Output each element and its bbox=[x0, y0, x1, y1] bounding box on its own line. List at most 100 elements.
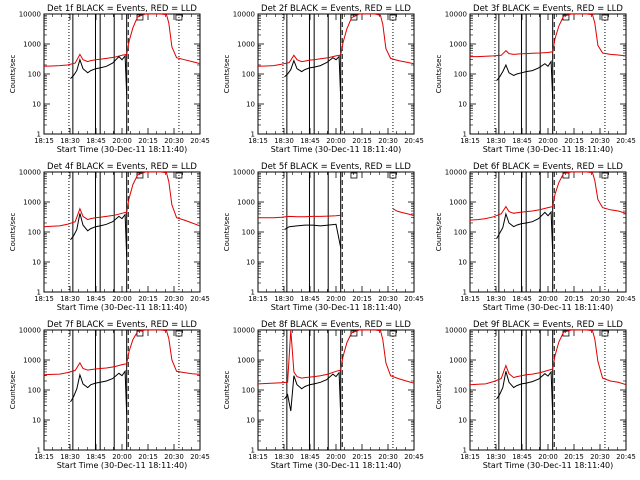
x-tick-label: 18:45 bbox=[512, 295, 532, 303]
x-tick-label: 18:15 bbox=[34, 295, 54, 303]
lld-series-line bbox=[470, 330, 626, 386]
y-tick-label: 10 bbox=[458, 417, 467, 425]
x-tick-label: 20:45 bbox=[190, 137, 210, 145]
x-tick-label: 20:00 bbox=[538, 137, 558, 145]
y-tick-label: 1 bbox=[463, 289, 467, 297]
attenuator-box-marker bbox=[350, 14, 358, 21]
x-tick-label: 18:45 bbox=[300, 453, 320, 461]
y-tick-label: 1 bbox=[37, 289, 41, 297]
y-axis-label: Counts/sec bbox=[435, 371, 443, 410]
y-axis-label: Counts/sec bbox=[223, 55, 231, 94]
panel-title: Det 5f BLACK = Events, RED = LLD bbox=[261, 162, 411, 172]
panel-title: Det 9f BLACK = Events, RED = LLD bbox=[473, 320, 623, 330]
attenuator-box-marker bbox=[175, 172, 183, 179]
events-series-line bbox=[496, 60, 554, 99]
panel-data bbox=[44, 14, 200, 134]
y-tick-label: 100 bbox=[454, 229, 467, 237]
lld-series-line bbox=[44, 330, 200, 376]
y-axis-label: Counts/sec bbox=[9, 55, 17, 94]
x-tick-label: 18:45 bbox=[512, 453, 532, 461]
panel-title: Det 8f BLACK = Events, RED = LLD bbox=[261, 320, 411, 330]
x-axis-label: Start Time (30-Dec-11 18:11:40) bbox=[271, 145, 402, 154]
x-tick-label: 18:15 bbox=[34, 137, 54, 145]
lld-series-line bbox=[258, 214, 341, 219]
detector-panel-8: Det 8f BLACK = Events, RED = LLD 1 10 100 10… bbox=[223, 320, 424, 470]
lld-series-line bbox=[392, 208, 414, 217]
x-tick-label: 18:30 bbox=[60, 295, 80, 303]
x-tick-label: 18:30 bbox=[486, 137, 506, 145]
x-tick-label: 18:30 bbox=[274, 295, 294, 303]
x-tick-label: 18:30 bbox=[274, 453, 294, 461]
y-tick-label: 1000 bbox=[237, 41, 255, 49]
x-tick-label: 18:45 bbox=[86, 453, 106, 461]
y-tick-label: 10000 bbox=[445, 327, 467, 335]
y-tick-label: 1000 bbox=[23, 41, 41, 49]
x-tick-label: 20:30 bbox=[378, 295, 398, 303]
plot-frame bbox=[43, 329, 201, 451]
x-axis-label: Start Time (30-Dec-11 18:11:40) bbox=[483, 461, 614, 470]
detector-panel-4: Det 4f BLACK = Events, RED = LLD 1 10 100 10… bbox=[9, 162, 210, 312]
plot-frame bbox=[469, 171, 627, 293]
events-series-line bbox=[70, 369, 128, 415]
x-axis-label: Start Time (30-Dec-11 18:11:40) bbox=[483, 303, 614, 312]
x-tick-label: 20:00 bbox=[538, 295, 558, 303]
detector-panel-2: Det 2f BLACK = Events, RED = LLD 1 10 100 10… bbox=[223, 4, 424, 154]
panel-data bbox=[470, 172, 626, 292]
attenuator-box-marker bbox=[601, 330, 609, 337]
y-tick-label: 10000 bbox=[233, 11, 255, 19]
y-tick-label: 1 bbox=[463, 447, 467, 455]
x-axis-label: Start Time (30-Dec-11 18:11:40) bbox=[271, 303, 402, 312]
x-tick-label: 20:00 bbox=[326, 295, 346, 303]
plot-frame bbox=[257, 329, 415, 451]
lld-series-line bbox=[44, 172, 200, 228]
plot-frame bbox=[469, 13, 627, 135]
y-axis-label: Counts/sec bbox=[435, 55, 443, 94]
y-axis-label: Counts/sec bbox=[435, 213, 443, 252]
y-tick-label: 100 bbox=[28, 71, 41, 79]
x-tick-label: 20:15 bbox=[564, 453, 584, 461]
y-tick-label: 10000 bbox=[445, 11, 467, 19]
x-tick-label: 18:30 bbox=[274, 137, 294, 145]
x-tick-label: 20:45 bbox=[404, 137, 424, 145]
panel-data bbox=[470, 330, 626, 450]
events-series-line bbox=[284, 55, 342, 99]
attenuator-box-marker bbox=[389, 172, 397, 179]
x-tick-label: 20:45 bbox=[190, 453, 210, 461]
panel-title: Det 3f BLACK = Events, RED = LLD bbox=[473, 4, 623, 14]
x-tick-label: 18:15 bbox=[460, 137, 480, 145]
panel-title: Det 7f BLACK = Events, RED = LLD bbox=[47, 320, 197, 330]
lld-series-line bbox=[258, 14, 414, 67]
x-tick-label: 20:30 bbox=[164, 295, 184, 303]
x-tick-label: 20:45 bbox=[616, 295, 636, 303]
y-axis-label: Counts/sec bbox=[9, 371, 17, 410]
detector-panel-1: Det 1f BLACK = Events, RED = LLD 1 10 100 10… bbox=[9, 4, 210, 154]
lld-series-line bbox=[44, 14, 200, 67]
x-tick-label: 18:45 bbox=[86, 137, 106, 145]
panel-title: Det 2f BLACK = Events, RED = LLD bbox=[261, 4, 411, 14]
x-axis-label: Start Time (30-Dec-11 18:11:40) bbox=[57, 461, 188, 470]
y-tick-label: 10 bbox=[32, 259, 41, 267]
y-tick-label: 100 bbox=[242, 71, 255, 79]
y-tick-label: 10000 bbox=[19, 169, 41, 177]
x-tick-label: 18:45 bbox=[512, 137, 532, 145]
x-tick-label: 20:00 bbox=[538, 453, 558, 461]
x-tick-label: 20:00 bbox=[112, 295, 132, 303]
x-tick-label: 20:15 bbox=[352, 453, 372, 461]
y-tick-label: 10 bbox=[246, 417, 255, 425]
panel-title: Det 6f BLACK = Events, RED = LLD bbox=[473, 162, 623, 172]
x-tick-label: 20:15 bbox=[564, 295, 584, 303]
x-tick-label: 20:30 bbox=[590, 295, 610, 303]
detector-panel-5: Det 5f BLACK = Events, RED = LLD 1 10 100 10… bbox=[223, 162, 424, 312]
y-tick-label: 100 bbox=[242, 387, 255, 395]
events-series-line bbox=[496, 370, 554, 415]
y-tick-label: 1 bbox=[251, 131, 255, 139]
y-tick-label: 1 bbox=[463, 131, 467, 139]
attenuator-box-marker bbox=[350, 172, 358, 179]
y-tick-label: 10000 bbox=[445, 169, 467, 177]
y-tick-label: 1000 bbox=[237, 357, 255, 365]
x-axis-label: Start Time (30-Dec-11 18:11:40) bbox=[57, 145, 188, 154]
panel-data bbox=[44, 172, 200, 292]
x-tick-label: 18:30 bbox=[60, 453, 80, 461]
panel-data bbox=[258, 172, 414, 292]
